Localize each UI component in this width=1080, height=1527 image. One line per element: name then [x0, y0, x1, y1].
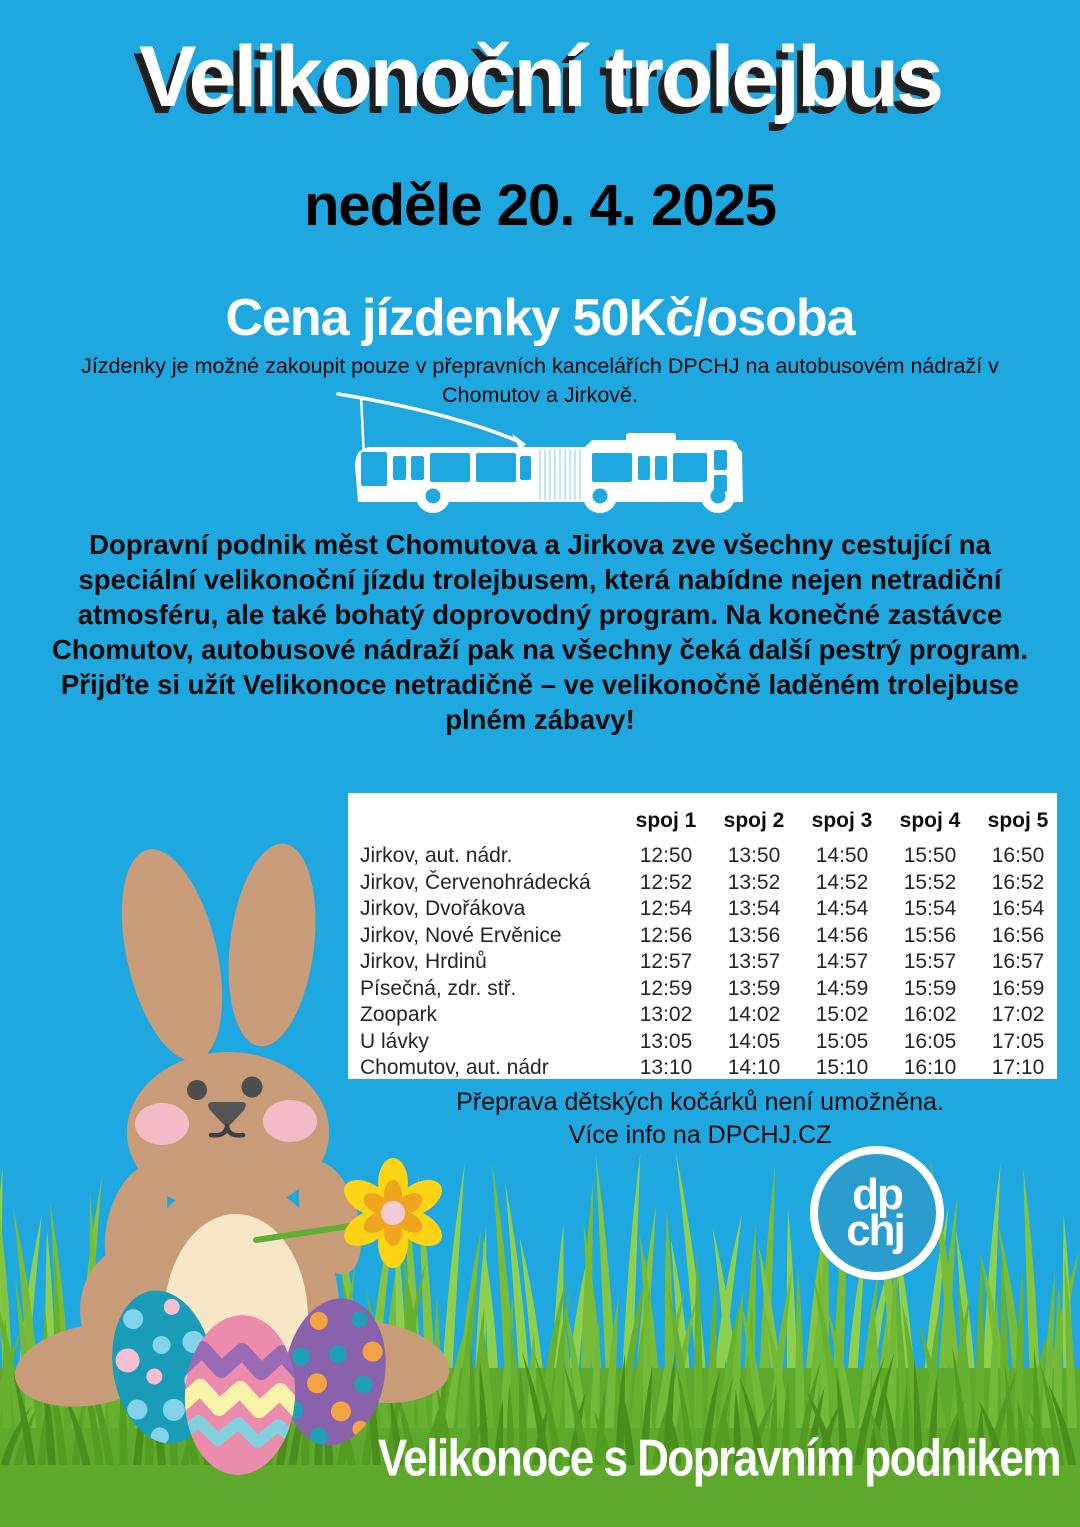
- departure-time-cell: 17:05: [991, 1029, 1045, 1053]
- departure-time-cell: 16:59: [991, 976, 1045, 1000]
- timetable-row: Jirkov, Nové Ervěnice 12:56 13:56 14:56 15:5…: [360, 923, 1062, 950]
- departure-time-cell: 13:59: [727, 976, 781, 1000]
- timetable-row: Písečná, zdr. stř. 12:59 13:59 14:59 15:59 16…: [360, 976, 1062, 1003]
- departure-time-cell: 15:56: [903, 923, 957, 947]
- departure-time-cell: 15:59: [903, 976, 957, 1000]
- departure-time-cell: 14:50: [815, 844, 869, 868]
- departure-time-cell: 12:54: [639, 897, 693, 921]
- departure-time-cell: 12:57: [639, 950, 693, 974]
- departure-time-cell: 16:50: [991, 844, 1045, 868]
- departure-time-cell: 15:02: [815, 1003, 869, 1027]
- stop-name-cell: Jirkov, Červenohrádecká: [360, 870, 591, 894]
- timetable-row: U lávky 13:05 14:05 15:05 16:05 17:05: [360, 1029, 1062, 1056]
- departure-time-cell: 17:02: [991, 1003, 1045, 1027]
- timetable-row: Jirkov, aut. nádr. 12:50 13:50 14:50 15:50 16…: [360, 843, 1062, 870]
- departure-time-cell: 12:50: [639, 844, 693, 868]
- stop-name-cell: Zoopark: [360, 1003, 438, 1027]
- departure-time-cell: 15:52: [903, 870, 957, 894]
- departure-time-cell: 12:52: [639, 870, 693, 894]
- trolleybus-icon: [336, 392, 743, 513]
- bunny-eye: [187, 1080, 207, 1100]
- departure-time-cell: 14:59: [815, 976, 869, 1000]
- flower-icon: [344, 1158, 442, 1268]
- departure-time-cell: 15:05: [815, 1029, 869, 1053]
- timetable-panel: spoj 1 spoj 2 spoj 3 spoj 4 spoj 5 Jirkov, a…: [348, 793, 1057, 1079]
- departure-time-cell: 15:57: [903, 950, 957, 974]
- stop-name-cell: Písečná, zdr. stř.: [360, 976, 517, 1000]
- stop-name-cell: Jirkov, Nové Ervěnice: [360, 923, 562, 947]
- dpchj-logo: dp chj: [810, 1146, 944, 1280]
- departure-time-cell: 16:10: [903, 1056, 957, 1080]
- departure-time-cell: 16:56: [991, 923, 1045, 947]
- departure-time-cell: 14:02: [727, 1003, 781, 1027]
- departure-time-cell: 13:56: [727, 923, 781, 947]
- timetable-column-header: spoj 3: [811, 809, 873, 832]
- departure-time-cell: 13:10: [639, 1056, 693, 1080]
- stop-name-cell: Jirkov, Dvořákova: [360, 897, 526, 921]
- logo-text-line1: dp: [852, 1169, 904, 1219]
- departure-time-cell: 16:52: [991, 870, 1045, 894]
- departure-time-cell: 15:50: [903, 844, 957, 868]
- departure-time-cell: 14:52: [815, 870, 869, 894]
- departure-time-cell: 16:54: [991, 897, 1045, 921]
- timetable-row: Jirkov, Červenohrádecká 12:52 13:52 14:52 15…: [360, 870, 1062, 897]
- trolley-pole: [336, 392, 522, 444]
- departure-time-cell: 13:02: [639, 1003, 693, 1027]
- departure-time-cell: 14:57: [815, 950, 869, 974]
- departure-time-cell: 14:05: [727, 1029, 781, 1053]
- stop-name-cell: Jirkov, aut. nádr.: [360, 844, 513, 868]
- timetable-table: spoj 1 spoj 2 spoj 3 spoj 4 spoj 5 Jirkov, a…: [360, 799, 1062, 1082]
- timetable-row: Chomutov, aut. nádr 13:10 14:10 15:10 16:10 1…: [360, 1055, 1062, 1082]
- easter-egg-pink: [180, 1315, 300, 1475]
- departure-time-cell: 12:56: [639, 923, 693, 947]
- departure-time-cell: 13:50: [727, 844, 781, 868]
- easter-bunny-illustration: [14, 843, 450, 1475]
- stop-name-cell: Jirkov, Hrdinů: [360, 950, 487, 974]
- departure-time-cell: 17:10: [991, 1056, 1045, 1080]
- departure-time-cell: 13:05: [639, 1029, 693, 1053]
- event-date: neděle 20. 4. 2025: [303, 173, 777, 238]
- timetable-row: Zoopark 13:02 14:02 15:02 16:02 17:02: [360, 1002, 1062, 1029]
- departure-time-cell: 16:05: [903, 1029, 957, 1053]
- timetable-column-header: spoj 1: [635, 809, 697, 832]
- footer-notes: Přeprava dětských kočárků není umožněna.…: [320, 1086, 1080, 1151]
- stroller-note: Přeprava dětských kočárků není umožněna.: [456, 1088, 944, 1116]
- departure-time-cell: 13:52: [727, 870, 781, 894]
- departure-time-cell: 14:54: [815, 897, 869, 921]
- more-info-note: Více info na DPCHJ.CZ: [568, 1120, 832, 1149]
- timetable-row: Jirkov, Hrdinů 12:57 13:57 14:57 15:57 16:57: [360, 949, 1062, 976]
- departure-time-cell: 16:02: [903, 1003, 957, 1027]
- event-description: Dopravní podnik měst Chomutova a Jirkova…: [51, 529, 1029, 735]
- departure-time-cell: 14:56: [815, 923, 869, 947]
- ticket-purchase-note: Jízdenky je možné zakoupit pouze v přepr…: [81, 354, 999, 408]
- ticket-price: Cena jízdenky 50Kč/osoba: [225, 289, 855, 347]
- departure-time-cell: 15:10: [815, 1056, 869, 1080]
- timetable-column-header: spoj 5: [987, 809, 1049, 832]
- easter-egg-purple: [284, 1298, 386, 1446]
- logo-text-line2: chj: [846, 1206, 906, 1255]
- departure-time-cell: 13:54: [727, 897, 781, 921]
- departure-time-cell: 12:59: [639, 976, 693, 1000]
- departure-time-cell: 14:10: [727, 1056, 781, 1080]
- bunny-cheek: [135, 1103, 189, 1145]
- departure-time-cell: 15:54: [903, 897, 957, 921]
- timetable-column-header: spoj 2: [723, 809, 785, 832]
- bunny-eye: [241, 1076, 263, 1098]
- bunny-nose: [208, 1102, 246, 1126]
- poster-title: Velikonoční trolejbus: [139, 29, 944, 125]
- departure-time-cell: 16:57: [991, 950, 1045, 974]
- stop-column-header: [360, 799, 622, 843]
- stop-name-cell: Chomutov, aut. nádr: [360, 1056, 549, 1080]
- footer-tagline: Velikonoce s Dopravním podnikem: [377, 1429, 1062, 1488]
- bunny-cheek: [263, 1100, 317, 1142]
- timetable-column-header: spoj 4: [899, 809, 961, 832]
- stop-name-cell: U lávky: [360, 1029, 429, 1053]
- departure-time-cell: 13:57: [727, 950, 781, 974]
- timetable-row: Jirkov, Dvořákova 12:54 13:54 14:54 15:54 16:…: [360, 896, 1062, 923]
